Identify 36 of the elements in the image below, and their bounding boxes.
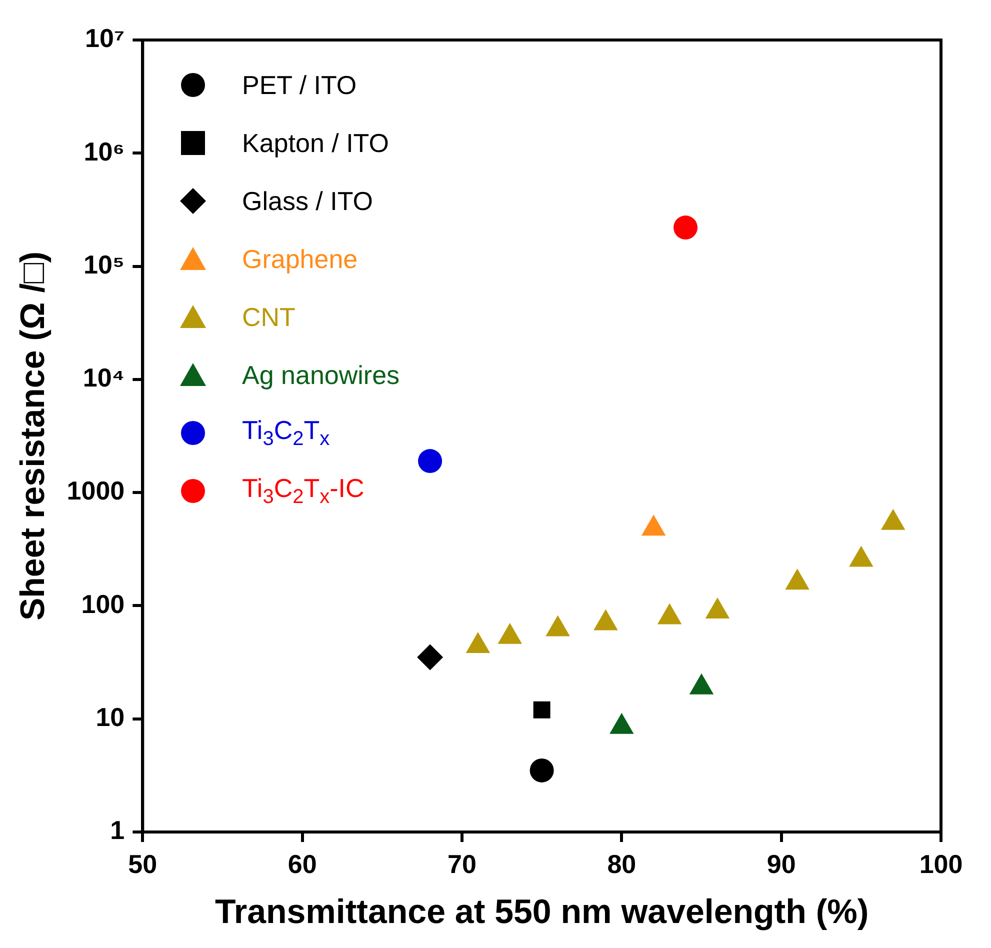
x-tick-label: 70 — [448, 848, 476, 879]
point — [641, 514, 666, 536]
x-tick-label: 90 — [766, 848, 796, 879]
point — [498, 622, 522, 644]
legend-label: Ag nanowires — [242, 360, 400, 390]
y-tick-label: 10⁶ — [84, 136, 125, 166]
point — [610, 712, 634, 734]
y-tick-label: 10⁴ — [82, 362, 125, 393]
point — [657, 603, 682, 624]
y-axis-title: Sheet resistance (Ω /□) — [14, 251, 52, 621]
point — [849, 546, 874, 567]
legend-label: Ti$_{3}$C$_{2}$T$_{x}$-IC — [242, 472, 364, 510]
x-tick-label: 100 — [919, 848, 963, 879]
y-tick-label: 100 — [81, 588, 125, 619]
point — [785, 568, 810, 590]
x-axis-title: Transmittance at 550 nm wavelength (%) — [214, 892, 869, 931]
y-tick-label: 10⁵ — [84, 249, 125, 280]
legend-label: Graphene — [242, 244, 358, 274]
x-tick-label: 80 — [607, 848, 636, 879]
legend-label: PET / ITO — [242, 70, 357, 100]
legend-label: Ti$_{3}$C$_{2}$T$_{x}$ — [242, 414, 330, 452]
y-tick-label: 1000 — [66, 476, 125, 506]
point — [546, 615, 570, 636]
x-tick-label: 50 — [128, 848, 158, 879]
legend-label: CNT — [242, 302, 296, 332]
point — [705, 597, 730, 618]
x-tick-label: 60 — [288, 848, 317, 879]
y-tick-label: 1 — [110, 815, 125, 846]
legend-label: Glass / ITO — [242, 186, 373, 216]
point — [880, 508, 906, 530]
point — [594, 609, 618, 630]
y-tick-label: 10⁷ — [84, 23, 125, 54]
point — [689, 673, 714, 694]
legend-label: Kapton / ITO — [242, 128, 389, 158]
point — [466, 632, 490, 654]
y-tick-label: 10 — [96, 702, 125, 732]
